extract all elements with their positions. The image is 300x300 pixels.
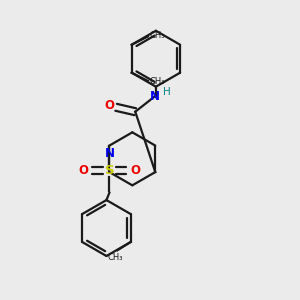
- Text: CH₃: CH₃: [107, 253, 123, 262]
- Text: O: O: [105, 99, 115, 112]
- Text: CH₃: CH₃: [149, 32, 165, 40]
- Text: O: O: [79, 164, 88, 176]
- Text: N: N: [104, 147, 114, 160]
- Text: H: H: [163, 87, 171, 97]
- Text: S: S: [105, 164, 114, 177]
- Text: CH₃: CH₃: [149, 77, 165, 86]
- Text: O: O: [130, 164, 140, 176]
- Text: N: N: [149, 90, 159, 103]
